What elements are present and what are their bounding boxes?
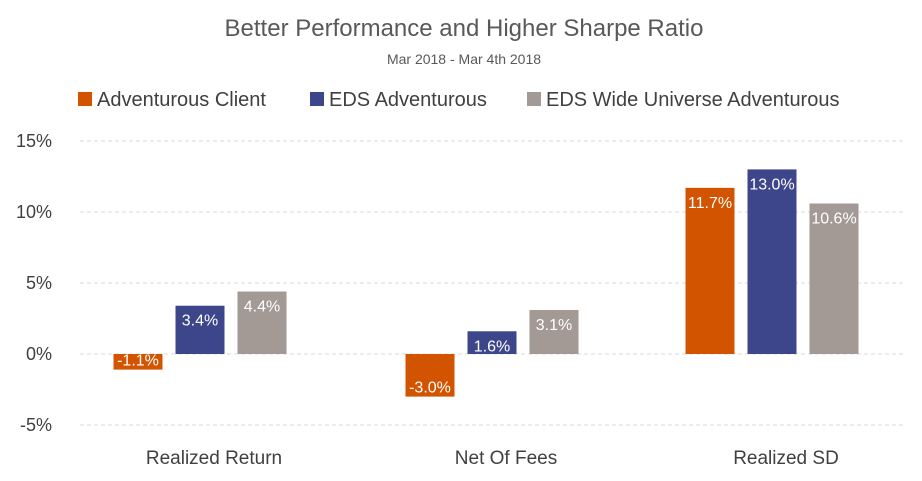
data-label: 4.4% — [244, 299, 280, 316]
bar — [747, 169, 797, 354]
data-label: 3.1% — [536, 317, 572, 334]
legend-label: Adventurous Client — [97, 89, 266, 111]
bar — [237, 291, 287, 354]
bar — [405, 354, 455, 397]
data-labels: -1.1% 3.4% 4.4% -3.0% 1.6% 3.1% 11.7% 13.0% 10.6… — [117, 176, 857, 396]
chart-title: Better Performance and Higher Sharpe Rat… — [225, 15, 704, 42]
bars — [113, 169, 859, 397]
legend-label: EDS Wide Universe Adventurous — [546, 89, 839, 111]
y-axis: 15% 10% 5% 0% -5% — [16, 131, 52, 435]
category-label: Realized Return — [146, 448, 282, 469]
legend-item: Adventurous Client — [78, 89, 266, 111]
y-tick-label: 10% — [16, 202, 52, 222]
legend-item: EDS Wide Universe Adventurous — [527, 89, 839, 111]
category-label: Realized SD — [733, 448, 839, 469]
legend-item: EDS Adventurous — [310, 89, 487, 111]
legend: Adventurous Client EDS Adventurous EDS Wid… — [78, 89, 839, 111]
legend-swatch — [310, 92, 324, 106]
legend-label: EDS Adventurous — [329, 89, 487, 111]
y-tick-label: 5% — [26, 273, 52, 293]
y-tick-label: -5% — [20, 415, 52, 435]
data-label: 3.4% — [182, 313, 218, 330]
x-axis: Realized Return Net Of Fees Realized SD — [146, 448, 839, 469]
data-label: 11.7% — [688, 195, 732, 212]
bar — [175, 305, 225, 354]
legend-swatch — [78, 92, 92, 106]
data-label: -1.1% — [117, 353, 159, 370]
chart-subtitle: Mar 2018 - Mar 4th 2018 — [387, 51, 541, 67]
category-label: Net Of Fees — [455, 448, 557, 469]
bar — [685, 187, 735, 354]
bar — [113, 354, 163, 370]
bar — [467, 331, 517, 354]
bar — [809, 203, 859, 354]
y-tick-label: 0% — [26, 344, 52, 364]
data-label: 13.0% — [749, 176, 794, 193]
y-tick-label: 15% — [16, 131, 52, 151]
data-label: 1.6% — [474, 338, 510, 355]
legend-swatch — [527, 92, 541, 106]
data-label: 10.6% — [811, 210, 856, 227]
bar — [529, 309, 579, 354]
data-label: -3.0% — [409, 380, 451, 397]
